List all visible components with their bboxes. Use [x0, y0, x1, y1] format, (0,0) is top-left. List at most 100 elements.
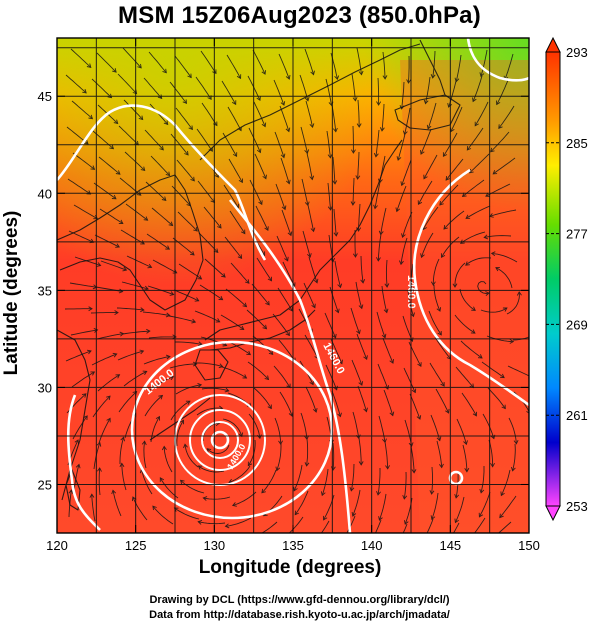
streamline-arrow: [349, 486, 355, 492]
streamline-arrow: [421, 539, 425, 543]
streamline-arrow: [197, 382, 203, 388]
streamline: [221, 80, 237, 105]
streamline: [433, 284, 441, 312]
streamline-arrow: [379, 127, 385, 132]
streamline: [459, 288, 476, 311]
streamline-arrow: [83, 415, 88, 421]
streamline-arrow: [179, 419, 184, 425]
streamline: [124, 151, 146, 171]
streamline: [305, 100, 314, 128]
streamline: [118, 391, 137, 413]
streamline-arrow: [258, 200, 263, 206]
streamline-arrow: [106, 417, 111, 423]
streamline: [333, 208, 337, 236]
streamline: [93, 182, 117, 200]
streamline-arrow: [194, 297, 200, 302]
streamline: [96, 52, 117, 73]
streamline: [376, 311, 386, 338]
streamline: [352, 411, 360, 439]
streamline-arrow: [358, 381, 364, 386]
streamline: [352, 489, 361, 517]
streamline: [445, 158, 464, 181]
streamline-arrow: [356, 227, 362, 232]
streamline: [480, 307, 508, 313]
streamline: [498, 105, 515, 129]
streamline: [441, 236, 460, 258]
streamline: [382, 51, 386, 79]
streamline-arrow: [113, 119, 119, 125]
streamline: [148, 51, 167, 73]
streamline: [150, 155, 170, 176]
streamline: [117, 73, 137, 94]
streamline-arrow: [143, 216, 149, 221]
streamline-arrow: [172, 334, 177, 340]
streamline: [279, 391, 293, 417]
streamline: [125, 203, 148, 221]
streamline: [195, 76, 212, 100]
streamline-arrow: [119, 462, 125, 468]
streamline: [377, 468, 381, 495]
streamline-arrow: [402, 495, 408, 500]
streamline-arrow: [186, 201, 191, 207]
streamline: [196, 128, 213, 152]
streamline-arrow: [281, 205, 287, 211]
streamline-arrow: [470, 329, 476, 334]
streamline-arrow: [163, 120, 169, 126]
streamline-arrow: [429, 490, 435, 495]
streamline-arrow: [430, 74, 436, 79]
streamline: [279, 105, 290, 132]
streamline-arrow: [147, 263, 153, 269]
streamline-arrow: [267, 404, 272, 410]
streamline-arrow: [152, 505, 157, 511]
streamline: [422, 206, 439, 230]
streamline: [151, 207, 173, 226]
streamline-arrow: [237, 254, 243, 259]
streamline-arrow: [262, 324, 268, 330]
streamline: [402, 211, 413, 238]
streamline-arrow: [332, 333, 337, 339]
y-axis-ticks: [57, 95, 529, 485]
streamline: [302, 230, 311, 258]
streamline-arrow: [217, 223, 222, 229]
streamline: [454, 262, 466, 287]
streamline-arrow: [373, 152, 379, 158]
streamline: [384, 441, 389, 469]
streamline-arrow: [161, 445, 167, 451]
streamline: [465, 205, 491, 219]
streamline-arrow: [385, 465, 390, 470]
x-axis-label: Longitude (degrees): [198, 557, 382, 578]
streamline: [116, 307, 144, 311]
streamline: [288, 516, 304, 533]
streamline: [481, 361, 505, 378]
streamline: [425, 76, 431, 104]
streamline: [222, 418, 243, 437]
streamline-arrow: [423, 99, 429, 105]
streamline-arrow: [332, 180, 338, 185]
streamline: [307, 204, 315, 232]
streamline: [380, 207, 387, 235]
streamline-arrow: [358, 461, 364, 466]
streamline-arrow: [310, 227, 316, 233]
streamline-arrow: [109, 144, 115, 150]
streamline-arrow: [384, 283, 390, 288]
streamline: [141, 469, 153, 495]
streamline: [466, 127, 484, 151]
streamline: [112, 490, 122, 517]
streamline-arrow: [239, 325, 245, 331]
streamline-arrow: [355, 175, 361, 180]
streamline: [121, 281, 149, 290]
streamline: [255, 205, 269, 231]
streamline-arrow: [485, 291, 490, 296]
streamline: [401, 81, 405, 109]
x-tick-label: 135: [282, 538, 304, 553]
streamline-arrow: [478, 512, 484, 518]
streamline: [223, 184, 239, 209]
streamline-arrow: [238, 178, 243, 184]
streamline-arrow: [82, 88, 87, 94]
streamline: [358, 203, 361, 232]
streamline-arrow: [389, 411, 395, 417]
streamline: [508, 417, 517, 444]
streamline-arrow: [231, 100, 237, 106]
streamline-arrow: [90, 165, 96, 170]
streamline: [329, 286, 339, 313]
